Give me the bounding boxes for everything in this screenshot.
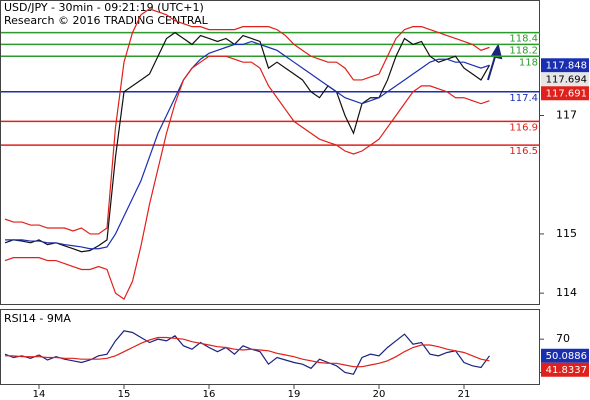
x-tick-label: 16	[203, 389, 216, 400]
x-tick-label: 14	[33, 389, 46, 400]
series-line	[4, 8, 490, 235]
level-label: 116.5	[509, 146, 538, 157]
y-tick-label: 70	[556, 332, 570, 345]
level-label: 118	[519, 57, 538, 68]
x-tick-label: 15	[118, 389, 131, 400]
level-label: 117.4	[509, 93, 538, 104]
level-label: 116.9	[509, 122, 538, 133]
price-label: 117.694	[546, 74, 587, 85]
arrow	[487, 43, 503, 81]
price-label: 41.8337	[546, 365, 587, 376]
series-line	[5, 40, 490, 250]
level-label: 118.2	[509, 45, 538, 56]
y-tick-label: 117	[556, 108, 577, 121]
rsi-panel	[0, 309, 540, 385]
price-label-box	[541, 72, 589, 87]
level-label: 118.4	[509, 34, 538, 45]
price-label: 117.848	[546, 60, 587, 71]
price-label: 117.691	[546, 88, 587, 99]
price-label-box	[541, 58, 589, 73]
x-tick-label: 19	[288, 389, 301, 400]
price-label-box	[541, 348, 589, 363]
series-line	[4, 330, 490, 375]
chart-subtitle: Research © 2016 TRADING CENTRAL	[4, 14, 209, 27]
y-tick-label: 114	[556, 286, 577, 299]
y-tick-label: 115	[556, 227, 577, 240]
series-line	[4, 55, 490, 300]
price-panel	[0, 0, 540, 305]
price-label: 50.0886	[546, 351, 587, 362]
series-line	[4, 31, 491, 253]
price-label-box	[541, 86, 589, 101]
chart-title: USD/JPY - 30min - 09:21:19 (UTC+1)	[4, 1, 204, 14]
rsi-title: RSI14 - 9MA	[4, 312, 71, 325]
series-line	[5, 336, 490, 368]
x-tick-label: 21	[458, 389, 471, 400]
price-label-box	[541, 362, 589, 377]
x-tick-label: 20	[373, 389, 386, 400]
